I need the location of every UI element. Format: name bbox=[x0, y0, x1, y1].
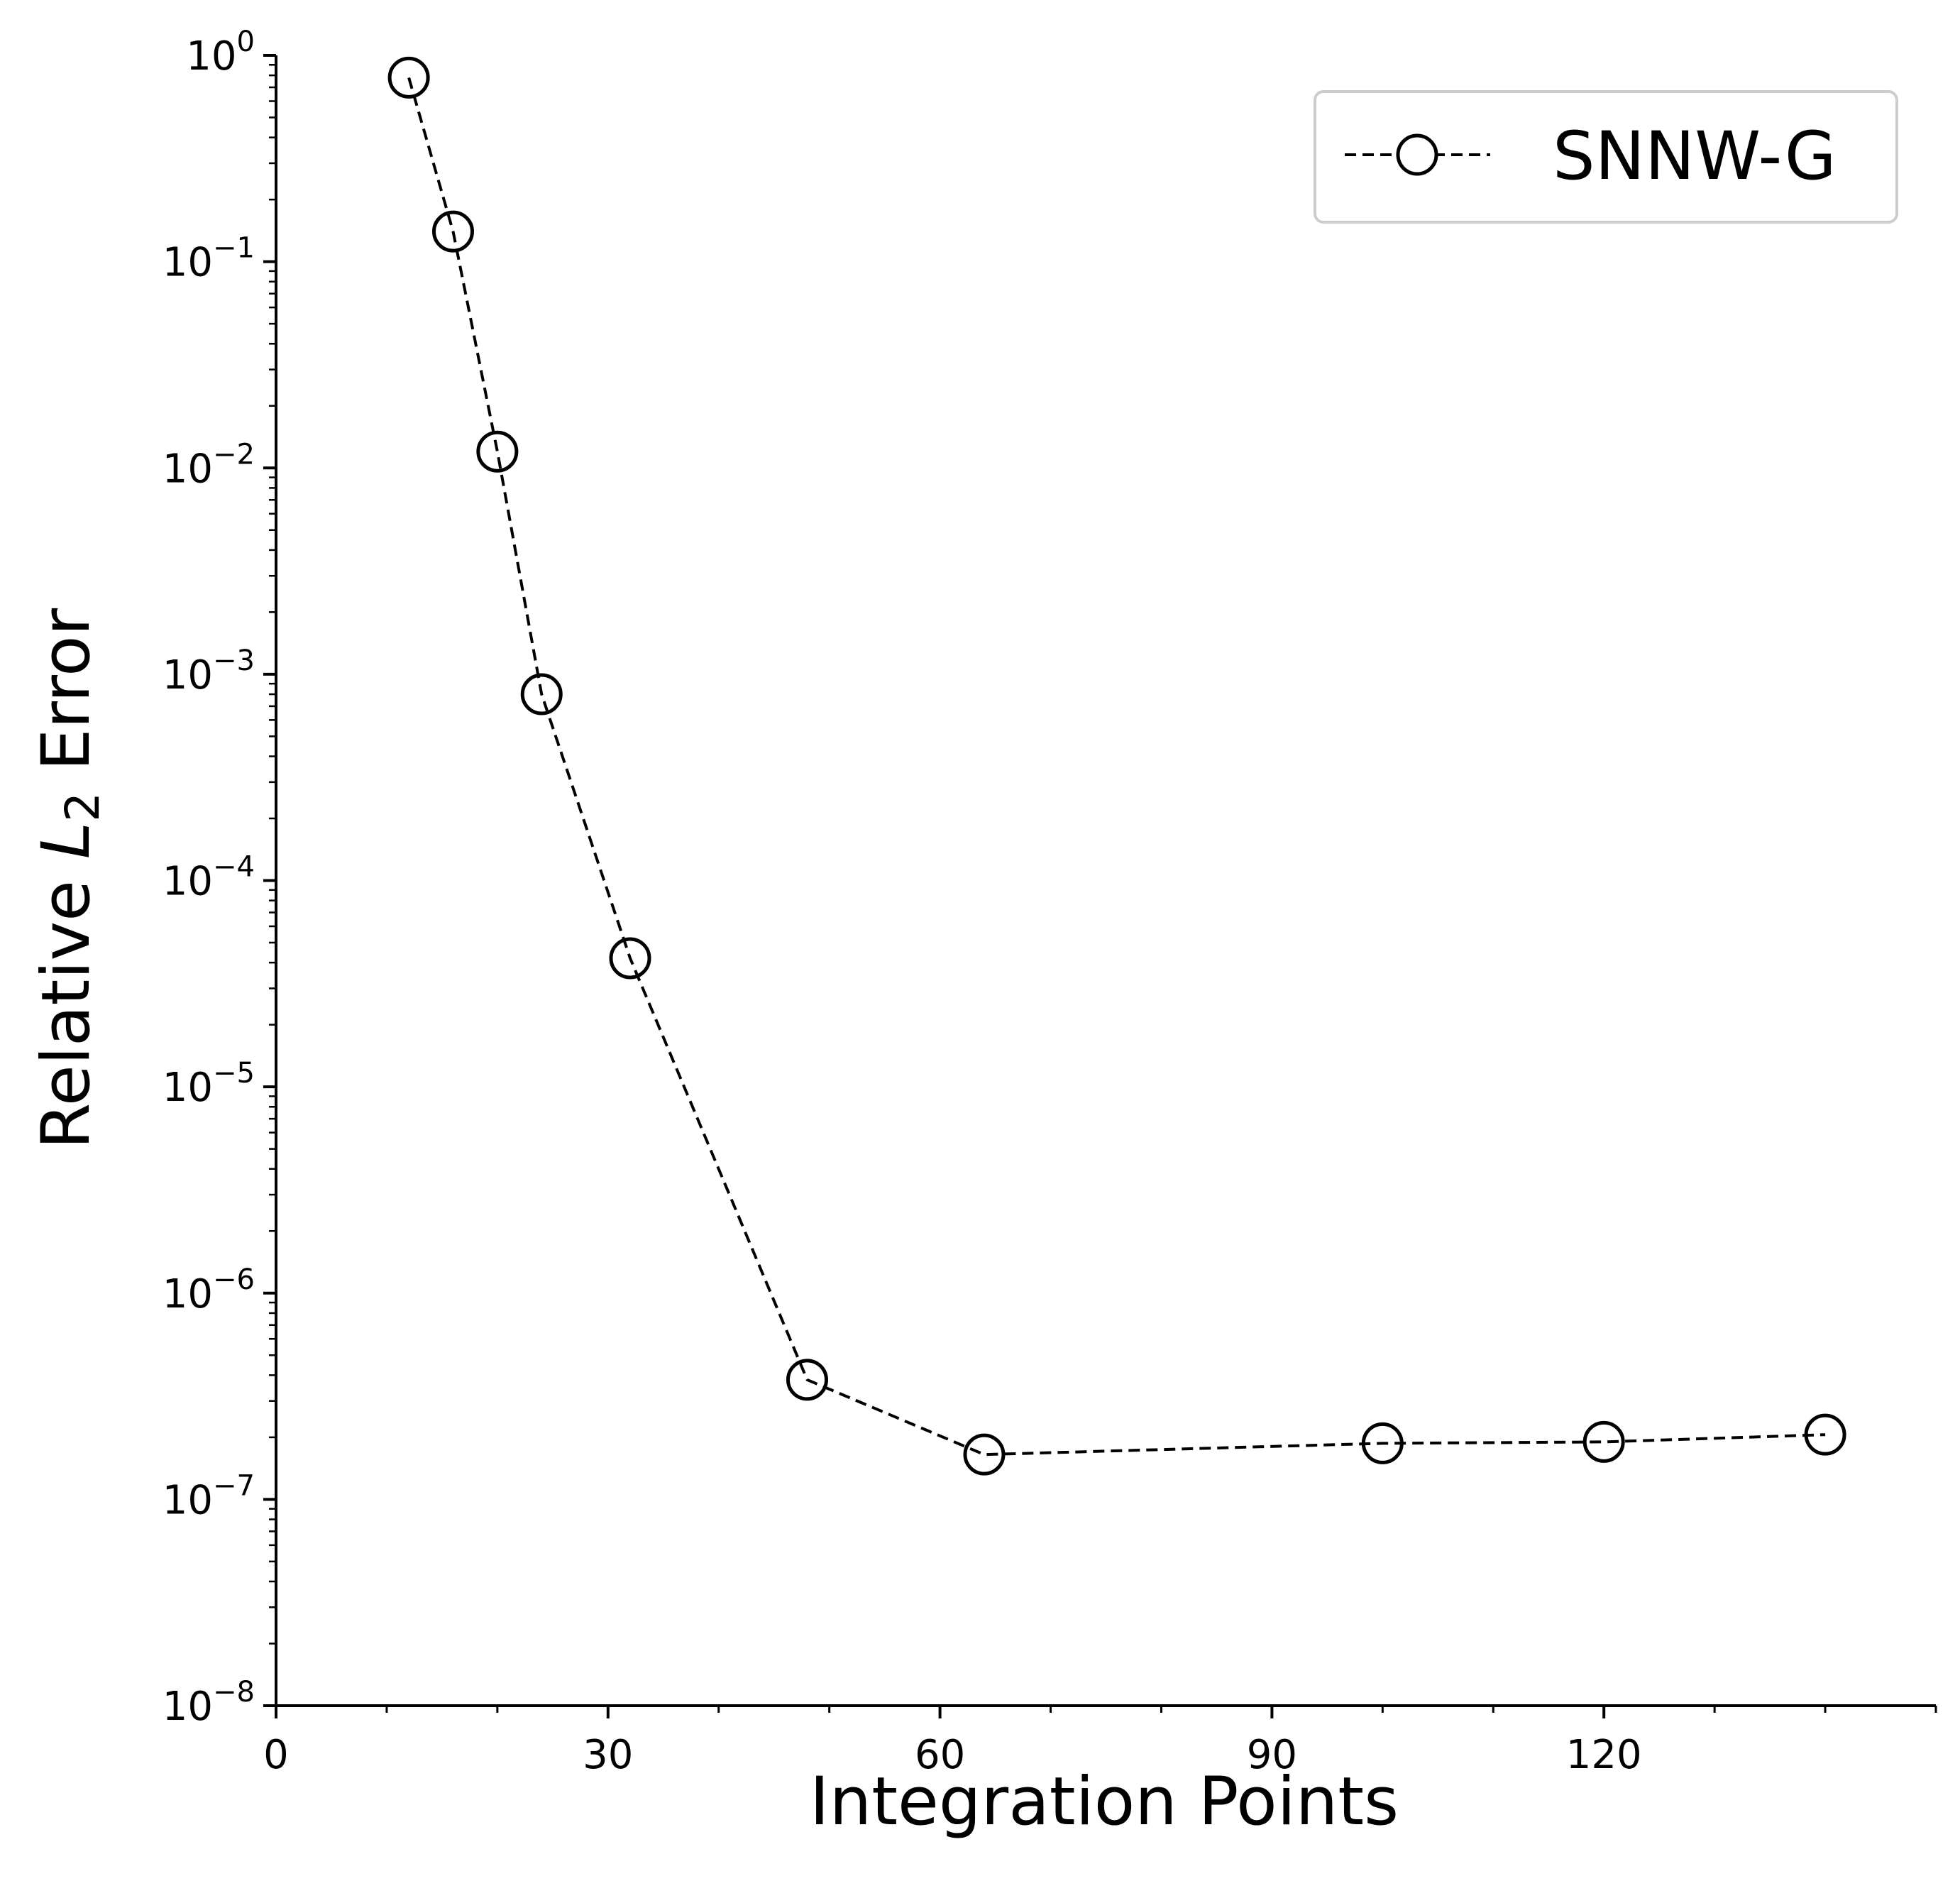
y-tick-label: 10−8 bbox=[163, 1676, 255, 1730]
y-tick-label: 10−5 bbox=[163, 1057, 255, 1111]
x-tick-label: 30 bbox=[583, 1732, 633, 1778]
y-tick-label: 10−4 bbox=[163, 851, 255, 905]
y-axis-label-subscript: 2 bbox=[55, 792, 110, 822]
data-point-marker bbox=[786, 1359, 828, 1401]
legend-frame bbox=[1314, 90, 1898, 224]
y-tick-label: 10−3 bbox=[163, 645, 255, 698]
x-tick-label: 120 bbox=[1566, 1732, 1642, 1778]
series-layer bbox=[387, 56, 1846, 1476]
y-axis-label-prefix: Relative bbox=[28, 859, 105, 1149]
legend-label: SNNW-G bbox=[1553, 118, 1837, 195]
y-tick-label: 100 bbox=[186, 26, 255, 79]
legend: SNNW-G bbox=[1314, 90, 1898, 224]
major-ticks bbox=[263, 54, 1606, 1718]
y-axis-label-symbol: L bbox=[28, 822, 105, 859]
y-tick-label: 10−2 bbox=[163, 438, 255, 492]
series-line bbox=[407, 77, 1826, 1457]
data-point-marker bbox=[1361, 1422, 1404, 1464]
legend-marker bbox=[1396, 133, 1438, 176]
y-tick-label: 10−7 bbox=[163, 1469, 255, 1523]
y-tick-label: 10−6 bbox=[163, 1263, 255, 1317]
y-tick-label: 10−1 bbox=[163, 232, 255, 286]
y-axis-label: Relative L2 Error bbox=[28, 608, 110, 1149]
y-tick-labels: 100 10−1 10−2 10−3 10−4 10−5 10−6 10−7 10−8 bbox=[163, 26, 255, 1730]
y-axis-label-suffix: Error bbox=[28, 608, 105, 791]
x-tick-labels: 0 30 60 90 120 bbox=[263, 1732, 1641, 1778]
data-point-marker bbox=[1582, 1420, 1625, 1463]
data-point-marker bbox=[963, 1433, 1006, 1476]
x-tick-label: 0 bbox=[263, 1732, 289, 1778]
data-point-marker bbox=[431, 210, 474, 253]
x-axis-label: Integration Points bbox=[810, 1763, 1399, 1841]
data-point-marker bbox=[387, 56, 430, 99]
x-tick-label: 60 bbox=[915, 1732, 965, 1778]
data-point-marker bbox=[520, 673, 563, 715]
x-tick-label: 90 bbox=[1247, 1732, 1297, 1778]
data-point-marker bbox=[609, 937, 651, 980]
data-point-marker bbox=[1804, 1413, 1846, 1456]
data-point-marker bbox=[476, 430, 519, 473]
